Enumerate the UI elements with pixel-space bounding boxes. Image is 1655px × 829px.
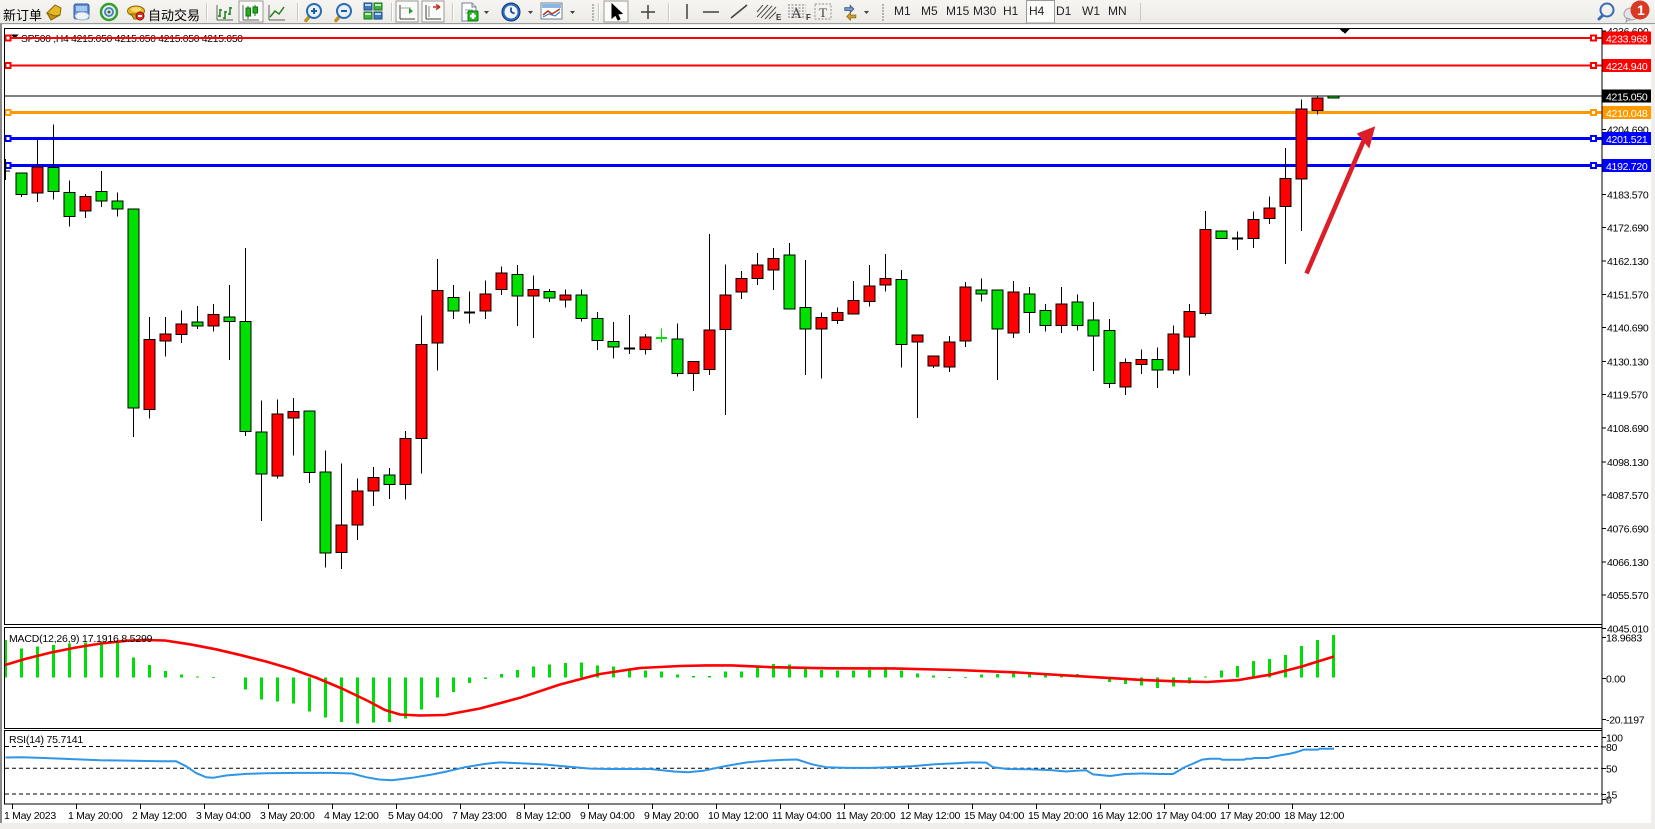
svg-text:15 May 20:00: 15 May 20:00	[1028, 810, 1088, 822]
svg-text:RSI(14) 75.7141: RSI(14) 75.7141	[9, 734, 83, 746]
svg-text:4210.048: 4210.048	[1606, 108, 1648, 120]
svg-text:T: T	[819, 5, 827, 20]
svg-text:4172.690: 4172.690	[1607, 223, 1649, 235]
svg-text:4119.570: 4119.570	[1607, 390, 1648, 402]
svg-text:7 May 23:00: 7 May 23:00	[452, 810, 507, 822]
svg-text:18.9683: 18.9683	[1606, 632, 1642, 644]
svg-text:4055.570: 4055.570	[1607, 590, 1649, 602]
svg-text:8 May 12:00: 8 May 12:00	[516, 810, 571, 822]
svg-text:2 May 12:00: 2 May 12:00	[132, 810, 187, 822]
svg-text:10 May 12:00: 10 May 12:00	[708, 810, 768, 822]
svg-text:SP500 ,H4 4215.050 4215.050 4: SP500 ,H4 4215.050 4215.050 4215.050 421…	[21, 34, 243, 45]
svg-text:50: 50	[1606, 763, 1618, 775]
svg-text:A: A	[791, 6, 802, 22]
svg-text:5 May 04:00: 5 May 04:00	[388, 810, 443, 822]
svg-text:4140.690: 4140.690	[1607, 323, 1649, 335]
svg-text:4224.940: 4224.940	[1606, 61, 1648, 73]
svg-text:E: E	[776, 13, 782, 22]
svg-text:15: 15	[1606, 790, 1618, 802]
svg-text:15 May 04:00: 15 May 04:00	[964, 810, 1024, 822]
svg-text:1 May 2023: 1 May 2023	[4, 810, 56, 822]
svg-text:F: F	[806, 13, 811, 22]
svg-text:4233.968: 4233.968	[1606, 34, 1648, 46]
svg-text:4 May 12:00: 4 May 12:00	[324, 810, 379, 822]
svg-text:4162.130: 4162.130	[1607, 256, 1649, 268]
svg-text:4045.010: 4045.010	[1607, 623, 1649, 635]
svg-text:4108.690: 4108.690	[1607, 423, 1649, 435]
svg-text:17 May 20:00: 17 May 20:00	[1220, 810, 1280, 822]
svg-text:4087.570: 4087.570	[1607, 490, 1649, 502]
svg-text:4130.130: 4130.130	[1607, 356, 1649, 368]
svg-text:4066.130: 4066.130	[1607, 557, 1649, 569]
svg-text:11 May 04:00: 11 May 04:00	[772, 810, 832, 822]
svg-text:11 May 20:00: 11 May 20:00	[836, 810, 896, 822]
svg-text:°ᵒ: °ᵒ	[1604, 795, 1612, 805]
svg-text:9 May 04:00: 9 May 04:00	[580, 810, 635, 822]
svg-text:16 May 12:00: 16 May 12:00	[1092, 810, 1152, 822]
svg-text:0: 0	[1606, 795, 1612, 807]
svg-text:4215.050: 4215.050	[1606, 92, 1648, 104]
svg-text:4098.130: 4098.130	[1607, 457, 1649, 469]
svg-text:3 May 04:00: 3 May 04:00	[196, 810, 251, 822]
svg-text:MACD(12,26,9) 17.1916 8.5299: MACD(12,26,9) 17.1916 8.5299	[9, 633, 153, 645]
svg-text:4151.570: 4151.570	[1607, 289, 1649, 301]
svg-text:12 May 12:00: 12 May 12:00	[900, 810, 960, 822]
svg-text:4192.720: 4192.720	[1606, 161, 1648, 173]
svg-text:1: 1	[1637, 2, 1645, 18]
svg-text:100: 100	[1606, 733, 1623, 745]
svg-text:3 May 20:00: 3 May 20:00	[260, 810, 315, 822]
svg-text:18 May 12:00: 18 May 12:00	[1284, 810, 1344, 822]
svg-text:80: 80	[1606, 742, 1618, 754]
svg-text:9 May 20:00: 9 May 20:00	[644, 810, 699, 822]
svg-text:1 May 20:00: 1 May 20:00	[68, 810, 123, 822]
svg-text:4076.690: 4076.690	[1607, 524, 1649, 536]
svg-text:-20.1197: -20.1197	[1606, 715, 1645, 727]
svg-text:4183.570: 4183.570	[1607, 189, 1649, 201]
svg-text:0.00: 0.00	[1606, 674, 1626, 686]
svg-text:4201.521: 4201.521	[1606, 134, 1648, 146]
svg-text:17 May 04:00: 17 May 04:00	[1156, 810, 1216, 822]
